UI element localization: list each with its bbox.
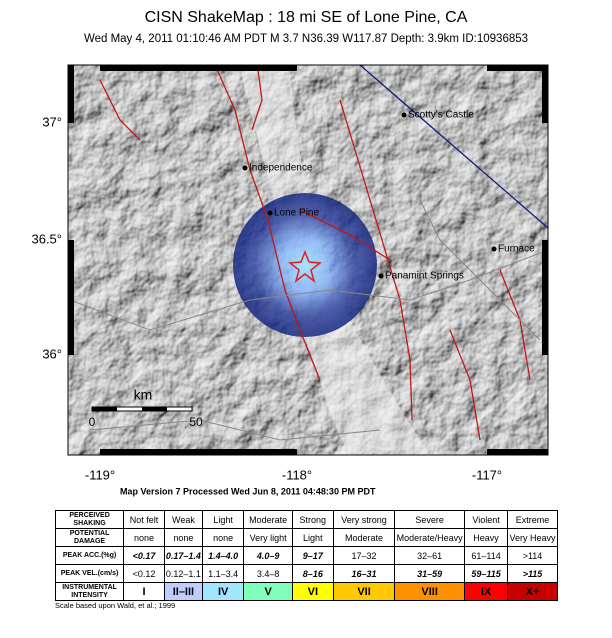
lon-label: -117°: [472, 467, 502, 482]
lon-label: -118°: [282, 467, 312, 482]
city-dot: [378, 273, 384, 279]
legend-cell: IX: [464, 582, 509, 601]
city-label: Furnace: [498, 244, 535, 255]
legend-cell: Light: [201, 510, 245, 529]
legend-cell: none: [201, 528, 245, 547]
legend-row: POTENTIAL DAMAGE none none none Very light Li…: [54, 528, 558, 547]
legend-cell: Weak: [163, 510, 203, 529]
legend-cell: Violent: [464, 510, 509, 529]
legend-cell: 3.4–8: [243, 564, 293, 583]
state-line: [359, 65, 548, 229]
legend-row: PERCEIVED SHAKING Not felt Weak Light Modera…: [54, 510, 558, 529]
epicenter: [288, 249, 322, 283]
version: Map Version 7 Processed Wed Jun 8, 2011 …: [120, 486, 376, 496]
city-label: Lone Pine: [274, 208, 319, 219]
legend-cell: 59–115: [464, 564, 509, 583]
legend-cell: none: [123, 528, 165, 547]
legend-header: PERCEIVED SHAKING: [54, 510, 125, 529]
legend-cell: Light: [291, 528, 334, 547]
legend-cell: Moderate: [332, 528, 396, 547]
legend-cell: 1.4–4.0: [201, 546, 245, 565]
legend-header: PEAK ACC.(%g): [54, 546, 125, 565]
legend-cell: 0.17–1.4: [163, 546, 203, 565]
map-area: [68, 65, 548, 455]
scale-start: 0: [89, 415, 96, 429]
lat-label: 37°: [42, 114, 62, 129]
roads: [69, 199, 548, 441]
shaking-area: [233, 193, 377, 337]
lon-label: -119°: [85, 467, 115, 482]
legend-cell: VII: [332, 582, 396, 601]
city-dot: [267, 210, 273, 216]
legend-cell: Severe: [394, 510, 466, 529]
legend-header: POTENTIAL DAMAGE: [54, 528, 125, 547]
frame-bars: [68, 65, 548, 455]
legend-cell: V: [243, 582, 293, 601]
legend-cell: VIII: [394, 582, 466, 601]
legend-cell: Not felt: [123, 510, 165, 529]
legend-cell: 32–61: [394, 546, 466, 565]
legend-cell: 61–114: [464, 546, 509, 565]
scale-unit: km: [134, 387, 153, 403]
legend-row: INSTRUMENTAL INTENSITY I II–III IV V VI VII VII…: [54, 582, 558, 601]
faults: [99, 65, 531, 441]
city-label: Panamint Springs: [385, 271, 464, 282]
lat-label: 36.5°: [31, 231, 62, 246]
legend-cell: Moderate: [243, 510, 293, 529]
legend-cell: 4.0–9: [243, 546, 293, 565]
legend-cell: >115: [507, 564, 558, 583]
legend-table: PERCEIVED SHAKING Not felt Weak Light Modera…: [54, 510, 558, 601]
valley: [240, 70, 430, 455]
footnote: Scale based upon Wald, et al.; 1999: [55, 601, 176, 610]
legend-cell: Very Heavy: [507, 528, 558, 547]
legend-cell: Extreme: [507, 510, 558, 529]
city-dot: [242, 165, 248, 171]
legend-cell: 8–16: [291, 564, 334, 583]
legend-cell: Moderate/Heavy: [394, 528, 466, 547]
title: CISN ShakeMap : 18 mi SE of Lone Pine, C…: [145, 9, 468, 26]
legend-cell: II–III: [163, 582, 203, 601]
legend-header: INSTRUMENTAL INTENSITY: [54, 582, 125, 601]
subtitle: Wed May 4, 2011 01:10:46 AM PDT M 3.7 N3…: [84, 33, 528, 45]
map-figure: CISN ShakeMap : 18 mi SE of Lone Pine, C…: [31, 9, 549, 496]
legend-cell: <0.17: [123, 546, 165, 565]
legend-row: PEAK ACC.(%g) <0.17 0.17–1.4 1.4–4.0 4.0–9 9–…: [54, 546, 558, 565]
lat-label: 36°: [42, 346, 62, 361]
legend-cell: I: [123, 582, 165, 601]
legend-cell: Heavy: [464, 528, 509, 547]
scale-bar: km 0 50: [89, 387, 203, 429]
legend-cell: VI: [291, 582, 334, 601]
legend-cell: Very strong: [332, 510, 396, 529]
legend-row: PEAK VEL.(cm/s) <0.12 0.12–1.1 1.1–3.4 3.4–8…: [54, 564, 558, 583]
legend-cell: IV: [201, 582, 245, 601]
legend-cell: X+: [507, 582, 558, 601]
legend-cell: none: [163, 528, 203, 547]
legend-cell: 16–31: [332, 564, 396, 583]
scale-end: 50: [189, 415, 203, 429]
city-dot: [491, 246, 497, 252]
legend-cell: 1.1–3.4: [201, 564, 245, 583]
legend-header: PEAK VEL.(cm/s): [54, 564, 125, 583]
legend-cell: Very light: [243, 528, 293, 547]
legend-cell: <0.12: [123, 564, 165, 583]
city-dot: [401, 112, 407, 118]
legend-cell: 31–59: [394, 564, 466, 583]
city-label: Scotty's Castle: [408, 110, 474, 121]
legend-cell: >114: [507, 546, 558, 565]
legend-cell: 0.12–1.1: [163, 564, 203, 583]
legend-cell: 17–32: [332, 546, 396, 565]
city-label: Independence: [249, 163, 313, 174]
legend-cell: 9–17: [291, 546, 334, 565]
legend-cell: Strong: [291, 510, 334, 529]
